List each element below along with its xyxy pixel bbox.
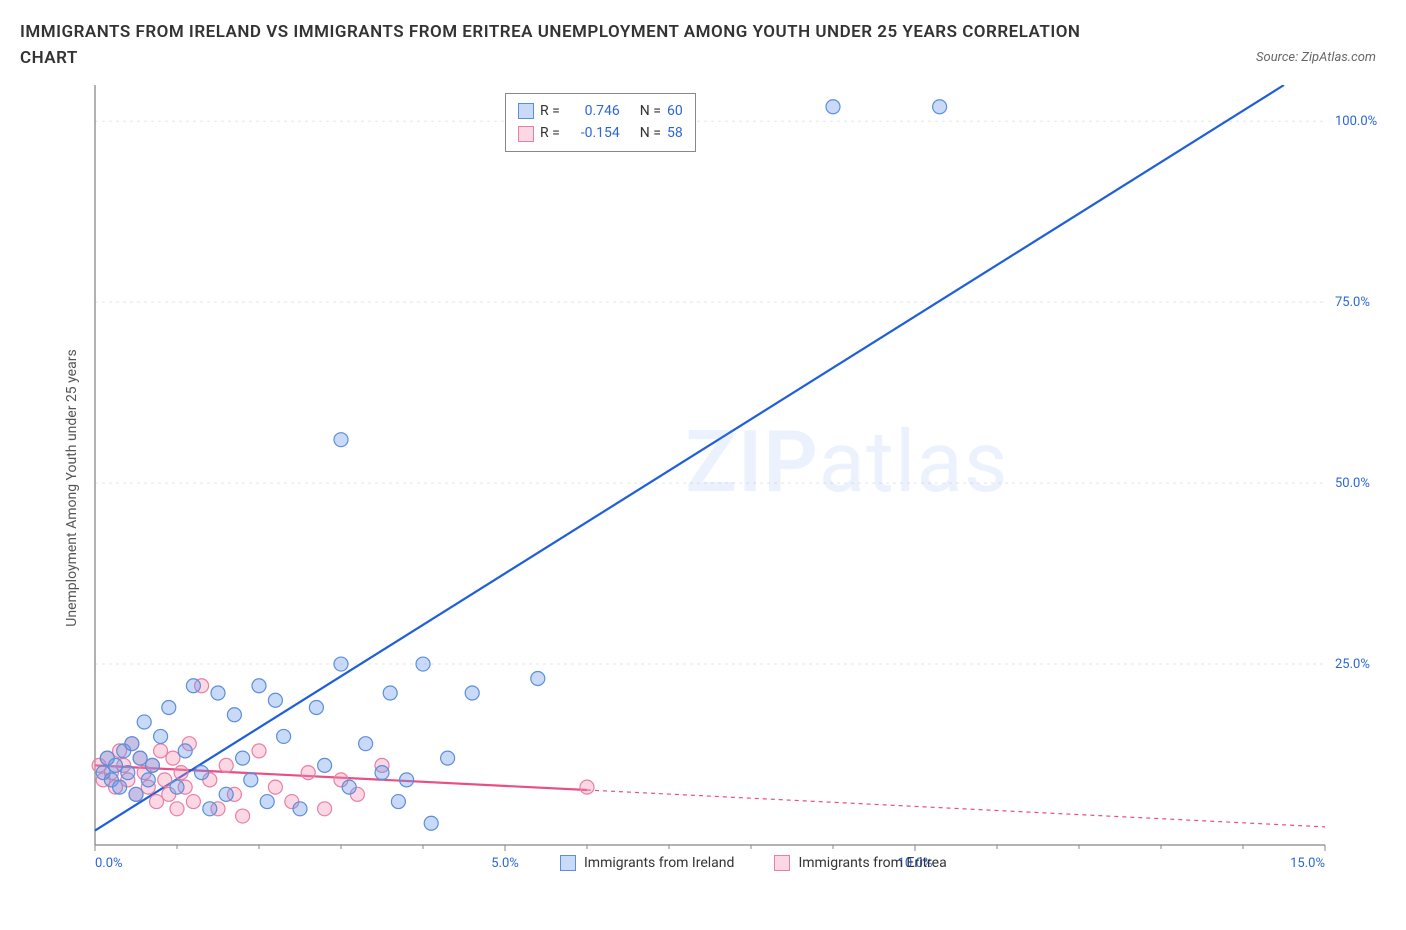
- bottom-legend-item: Immigrants from Eritrea: [774, 855, 946, 871]
- chart-area: Unemployment Among Youth under 25 years …: [60, 85, 1360, 875]
- stats-legend-box: R =0.746N = 60R =-0.154N = 58: [505, 93, 696, 152]
- chart-title: IMMIGRANTS FROM IRELAND VS IMMIGRANTS FR…: [20, 20, 1120, 71]
- svg-text:50.0%: 50.0%: [1335, 476, 1370, 491]
- series-swatch: [518, 103, 534, 119]
- series-name: Immigrants from Ireland: [584, 855, 734, 871]
- svg-text:5.0%: 5.0%: [491, 856, 519, 871]
- bottom-legend-item: Immigrants from Ireland: [560, 855, 734, 871]
- scatter-chart: 0.0%5.0%10.0%15.0%25.0%50.0%75.0%100.0%: [60, 85, 1395, 885]
- source-attribution: Source: ZipAtlas.com: [1256, 50, 1376, 65]
- svg-text:75.0%: 75.0%: [1335, 295, 1370, 310]
- svg-text:0.0%: 0.0%: [95, 856, 123, 871]
- stats-legend-row: R =0.746N = 60: [518, 100, 683, 122]
- stats-legend-row: R =-0.154N = 58: [518, 122, 683, 144]
- series-swatch: [774, 855, 790, 871]
- series-swatch: [518, 126, 534, 142]
- svg-text:25.0%: 25.0%: [1335, 657, 1370, 672]
- bottom-legend: Immigrants from Ireland Immigrants from E…: [560, 855, 947, 871]
- y-axis-label: Unemployment Among Youth under 25 years: [64, 349, 80, 626]
- series-swatch: [560, 855, 576, 871]
- svg-text:100.0%: 100.0%: [1335, 114, 1377, 129]
- series-name: Immigrants from Eritrea: [798, 855, 946, 871]
- svg-text:15.0%: 15.0%: [1290, 856, 1325, 871]
